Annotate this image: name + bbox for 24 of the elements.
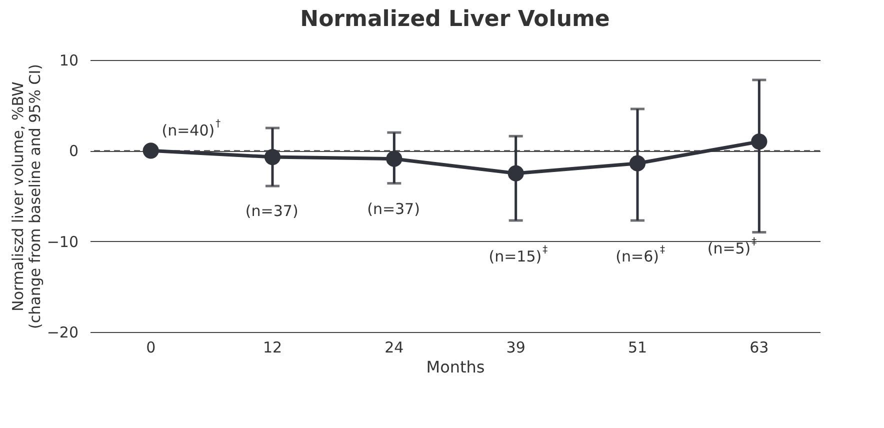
x-tick-label: 0 [146, 338, 156, 356]
point [629, 155, 646, 172]
y-axis-title: Normaliszd liver volume, %BW (change from baseline and 95% CI) [8, 64, 44, 329]
x-tick-label: 63 [750, 338, 769, 356]
annotation: (n=37) [367, 200, 420, 218]
point [386, 150, 402, 167]
chart-title: Normalized Liver Volume [300, 7, 610, 32]
x-tick-label: 12 [262, 338, 282, 356]
y-tick-label: 0 [68, 142, 78, 160]
annotation: (n=6)‡ [616, 244, 665, 266]
point [264, 148, 281, 166]
x-axis-title: Months [426, 358, 485, 376]
annotation: (n=37) [245, 202, 298, 220]
y-tick-label: 10 [59, 52, 78, 70]
y-tick-label: −10 [46, 232, 78, 251]
point [142, 142, 159, 159]
point [751, 134, 768, 150]
x-tick-label: 24 [384, 338, 404, 356]
x-tick-label: 39 [506, 338, 526, 356]
y-tick-label: −20 [46, 324, 78, 342]
annotation: (n=40)† [162, 118, 221, 140]
point [508, 165, 524, 182]
x-tick-label: 51 [628, 338, 648, 356]
annotation: (n=15)‡ [488, 244, 548, 266]
